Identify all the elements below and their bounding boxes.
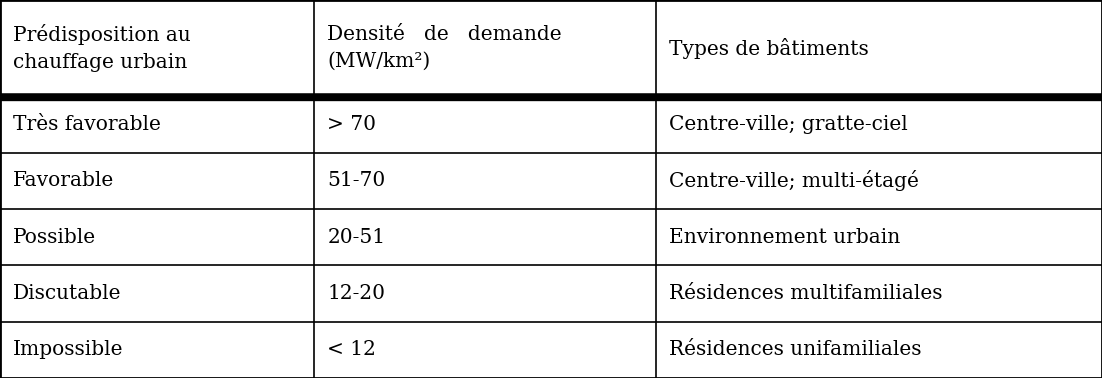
Text: Discutable: Discutable xyxy=(13,284,121,303)
Text: Centre-ville; multi-étagé: Centre-ville; multi-étagé xyxy=(669,170,919,191)
Text: Types de bâtiments: Types de bâtiments xyxy=(669,38,868,59)
Text: 12-20: 12-20 xyxy=(327,284,386,303)
Text: Résidences multifamiliales: Résidences multifamiliales xyxy=(669,284,942,303)
Text: Possible: Possible xyxy=(13,228,96,247)
Text: Prédisposition au
chauffage urbain: Prédisposition au chauffage urbain xyxy=(13,25,191,72)
Text: Favorable: Favorable xyxy=(13,171,115,191)
Text: Environnement urbain: Environnement urbain xyxy=(669,228,900,247)
Text: 51-70: 51-70 xyxy=(327,171,386,191)
Text: Impossible: Impossible xyxy=(13,340,123,359)
Text: Densité   de   demande
(MW/km²): Densité de demande (MW/km²) xyxy=(327,25,562,71)
Text: Centre-ville; gratte-ciel: Centre-ville; gratte-ciel xyxy=(669,115,908,134)
Text: 20-51: 20-51 xyxy=(327,228,386,247)
Text: Très favorable: Très favorable xyxy=(13,115,161,134)
Text: Résidences unifamiliales: Résidences unifamiliales xyxy=(669,340,921,359)
Text: < 12: < 12 xyxy=(327,340,376,359)
Text: > 70: > 70 xyxy=(327,115,376,134)
